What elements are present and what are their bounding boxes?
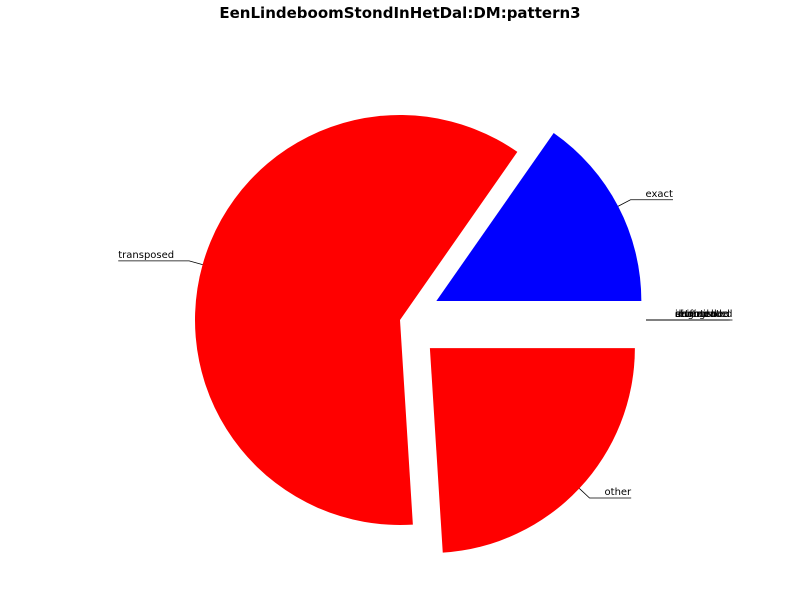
- slice-label-diminished: diminished: [675, 309, 730, 320]
- slice-label-transposed: transposed: [118, 250, 174, 261]
- slice-label-other: other: [605, 487, 633, 498]
- pie-slice-other: [429, 348, 635, 553]
- slice-label-augmented: augmented: [675, 309, 732, 320]
- chart-title: EenLindeboomStondInHetDal:DM:pattern3: [219, 4, 581, 22]
- pie-slice-exact: [436, 132, 642, 302]
- leader-line-other: [579, 488, 632, 499]
- slice-label-inverted: inverted: [675, 309, 717, 320]
- leader-line-exact: [617, 199, 673, 207]
- pie-slice-transposed: [194, 114, 518, 525]
- leader-line-transposed: [118, 260, 203, 266]
- slice-label-shifted: shifted: [675, 309, 709, 320]
- slice-label-exact: exact: [646, 189, 674, 200]
- slice-label-retrograde: retrograde: [675, 309, 728, 320]
